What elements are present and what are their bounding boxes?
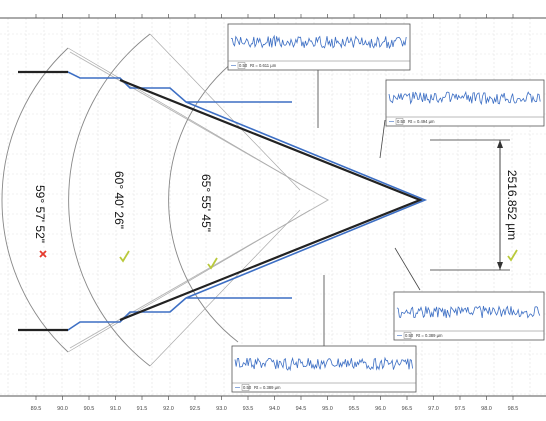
roughness-value: Rt = 0.494 µm [408,119,435,124]
angle-arc-1 [1,47,69,353]
nominal-contour [18,70,423,332]
angle-label-2-group: 60° 40' 26" [112,171,126,229]
x-tick-label: 96.0 [375,406,386,412]
roughness-scale: 0.50 [239,63,248,68]
x-tick-label: 97.0 [428,406,439,412]
roughness-box: 0.50 Rt = 0.389 µm [393,291,545,341]
x-tick-label: 94.0 [269,406,280,412]
leader-line [394,247,421,291]
x-tick-label: 89.5 [31,406,42,412]
angle-arc-2 [68,33,151,367]
roughness-scale: 0.50 [397,119,406,124]
x-tick-label: 95.0 [322,406,333,412]
x-tick-label: 92.5 [190,406,201,412]
angle-label-3-group: 65° 55' 45" [199,174,213,232]
distance-label: 2516.852 µm [505,170,519,240]
check-icon [207,257,218,270]
x-tick-label: 90.5 [84,406,95,412]
x-tick-label: 97.5 [455,406,466,412]
guide-line [67,47,311,191]
angle-label-3: 65° 55' 45" [199,174,213,232]
angle-label-1: 59° 57' 52" [33,185,47,243]
angle-label-1-group: 59° 57' 52" [33,185,47,243]
roughness-value: Rt = 0.389 µm [254,385,281,390]
x-tick-label: 94.5 [296,406,307,412]
check-icon [119,250,130,263]
angle-label-2: 60° 40' 26" [112,171,126,229]
roughness-box: 0.50 Rt = 0.611 µm [227,23,411,71]
guide-line [149,33,301,191]
cross-icon [39,250,47,258]
x-tick-label: 92.0 [163,406,174,412]
x-tick-label: 98.5 [508,406,519,412]
roughness-box: 0.50 Rt = 0.494 µm [385,79,545,127]
x-tick-label: 93.5 [243,406,254,412]
check-icon [507,249,518,262]
x-tick-label: 90.0 [57,406,68,412]
roughness-scale: 0.50 [405,333,414,338]
guide-line [149,209,301,367]
x-axis-ticks: 89.5 90.0 90.5 91.0 91.5 92.0 92.5 93.0 93.5 94.0… [31,396,519,412]
roughness-scale: 0.50 [243,385,252,390]
leader-line [379,119,386,159]
x-tick-label: 91.0 [110,406,121,412]
distance-label-group: 2516.852 µm [505,170,519,240]
guide-line [67,209,311,353]
reference-contour [69,51,330,349]
x-tick-label: 98.0 [481,406,492,412]
arrowhead-bottom [497,262,503,270]
x-tick-label: 95.5 [349,406,360,412]
roughness-value: Rt = 0.611 µm [250,63,277,68]
roughness-box: 0.50 Rt = 0.389 µm [231,345,417,393]
arrowhead-top [497,140,503,148]
x-tick-label: 93.0 [216,406,227,412]
roughness-value: Rt = 0.389 µm [416,333,443,338]
top-axis-ticks [35,14,514,18]
x-tick-label: 96.5 [402,406,413,412]
x-tick-label: 91.5 [137,406,148,412]
